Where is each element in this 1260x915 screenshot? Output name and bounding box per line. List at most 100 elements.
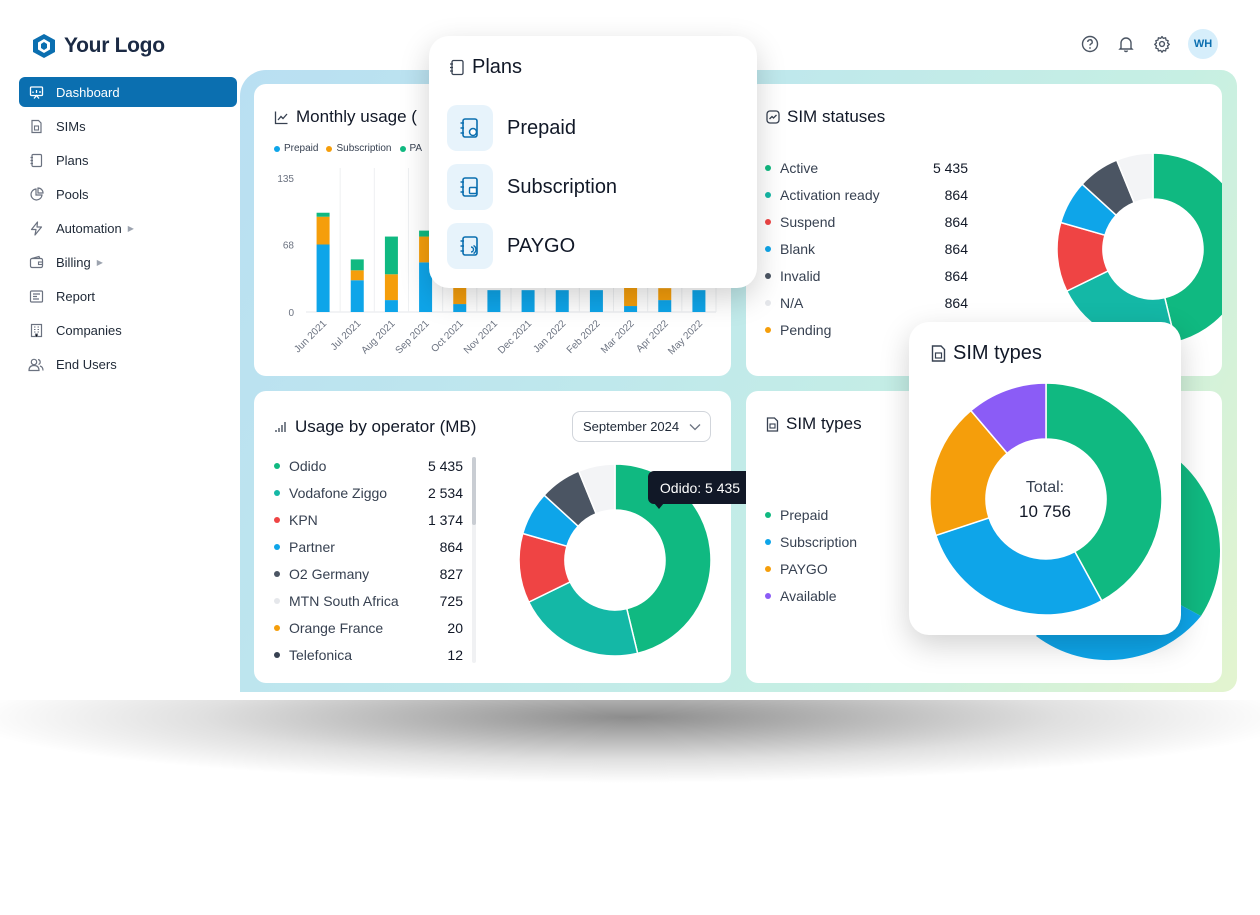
legend-item: Prepaid xyxy=(274,143,318,154)
legend-dot xyxy=(765,593,771,599)
legend-item: Blank xyxy=(765,241,815,257)
x-tick-label: May 2022 xyxy=(666,318,705,357)
expand-caret-icon[interactable]: ▶ xyxy=(127,223,134,233)
x-tick-label: Oct 2021 xyxy=(429,318,466,355)
pie-icon xyxy=(28,186,44,202)
bar-prepaid[interactable] xyxy=(487,290,501,312)
donut-segment-active[interactable] xyxy=(1152,152,1222,344)
legend-item: Telefonica xyxy=(274,647,352,663)
bar-prepaid[interactable] xyxy=(624,306,638,312)
bar-pa[interactable] xyxy=(384,236,398,275)
sidebar-item-billing[interactable]: Billing ▶ xyxy=(19,247,237,277)
sidebar-item-plans[interactable]: Plans xyxy=(19,145,237,175)
legend-value: 725 xyxy=(439,593,463,609)
bar-subscription[interactable] xyxy=(453,286,467,305)
bar-prepaid[interactable] xyxy=(419,262,433,312)
bar-subscription[interactable] xyxy=(658,288,672,301)
bar-prepaid[interactable] xyxy=(589,290,603,312)
sim-icon xyxy=(931,345,946,362)
sidebar-item-automation[interactable]: Automation ▶ xyxy=(19,213,237,243)
x-tick-label: Jun 2021 xyxy=(292,318,329,355)
plan-item-prepaid[interactable]: Prepaid xyxy=(447,105,576,151)
legend-label: Orange France xyxy=(289,620,384,636)
status-chart-icon xyxy=(766,110,780,124)
x-tick-label: Nov 2021 xyxy=(462,318,500,356)
bar-prepaid[interactable] xyxy=(555,290,569,312)
legend-value: 864 xyxy=(944,295,968,311)
logo[interactable]: Your Logo xyxy=(32,33,165,59)
legend-dot xyxy=(274,517,280,523)
sidebar-item-report[interactable]: Report xyxy=(19,281,237,311)
bar-prepaid[interactable] xyxy=(658,300,672,312)
x-tick-label: Jul 2021 xyxy=(329,318,364,353)
bar-subscription[interactable] xyxy=(624,284,638,307)
chart-tooltip: Odido: 5 435 xyxy=(648,471,752,509)
prepaid-plan-icon xyxy=(447,105,493,151)
operator-list-scrollbar[interactable] xyxy=(472,457,476,663)
legend-dot xyxy=(765,165,771,171)
sidebar-item-label: Billing xyxy=(56,254,91,270)
legend-value: 864 xyxy=(439,539,463,555)
legend-label: N/A xyxy=(780,295,804,311)
sidebar-item-pools[interactable]: Pools xyxy=(19,179,237,209)
legend-item: Pending xyxy=(765,322,831,338)
bar-pa[interactable] xyxy=(419,230,433,237)
legend-label: Telefonica xyxy=(289,647,353,663)
sim-types-popup: SIM types Total: 10 756 xyxy=(909,322,1181,635)
legend-value: 864 xyxy=(944,187,968,203)
donut-segment-n-a[interactable] xyxy=(1115,152,1154,204)
bar-subscription[interactable] xyxy=(316,216,330,245)
chevron-down-icon xyxy=(689,423,701,430)
legend-item: Odido xyxy=(274,458,326,474)
legend-dot xyxy=(765,327,771,333)
bar-subscription[interactable] xyxy=(350,270,364,281)
signal-bars-icon xyxy=(275,422,286,432)
donut-segment-subscription[interactable] xyxy=(934,516,1103,616)
avatar[interactable]: WH xyxy=(1188,29,1218,59)
legend-item: Activation ready xyxy=(765,187,880,203)
subscription-plan-icon xyxy=(447,164,493,210)
period-select[interactable]: September 2024 xyxy=(572,411,711,442)
plans-icon xyxy=(450,59,464,76)
sidebar-item-sims[interactable]: SIMs xyxy=(19,111,237,141)
legend-dot xyxy=(765,219,771,225)
sidebar-item-label: Automation xyxy=(56,220,122,236)
sidebar-item-companies[interactable]: Companies xyxy=(19,315,237,345)
y-tick-label: 135 xyxy=(277,174,294,185)
drop-shadow xyxy=(0,700,1260,915)
plan-item-subscription[interactable]: Subscription xyxy=(447,164,617,210)
legend-value: 12 xyxy=(447,647,463,663)
sidebar-item-end-users[interactable]: End Users xyxy=(19,349,237,379)
bar-prepaid[interactable] xyxy=(350,280,364,312)
help-icon[interactable] xyxy=(1080,34,1100,54)
legend-value: 1 374 xyxy=(427,512,463,528)
bar-prepaid[interactable] xyxy=(384,300,398,312)
bar-prepaid[interactable] xyxy=(316,244,330,312)
bar-prepaid[interactable] xyxy=(521,290,535,312)
plan-item-paygo[interactable]: PAYGO xyxy=(447,223,575,269)
gear-icon[interactable] xyxy=(1152,34,1172,54)
logo-text: Your Logo xyxy=(64,34,165,57)
donut-segment-available[interactable] xyxy=(969,382,1047,455)
bar-subscription[interactable] xyxy=(419,236,433,263)
legend-label: Blank xyxy=(780,241,816,257)
donut-segment-prepaid[interactable] xyxy=(1045,382,1163,602)
bar-prepaid[interactable] xyxy=(453,304,467,312)
bar-subscription[interactable] xyxy=(384,274,398,301)
bar-prepaid[interactable] xyxy=(692,290,706,312)
legend-item: N/A xyxy=(765,295,803,311)
plans-icon xyxy=(28,152,44,168)
bar-pa[interactable] xyxy=(350,259,364,271)
sidebar-item-label: Companies xyxy=(56,322,122,338)
legend-label: KPN xyxy=(289,512,318,528)
scrollbar-thumb[interactable] xyxy=(472,457,476,525)
sidebar-item-dashboard[interactable]: Dashboard xyxy=(19,77,237,107)
x-tick-label: Sep 2021 xyxy=(394,318,432,356)
legend-value: 2 534 xyxy=(427,485,463,501)
usage-by-operator-title: Usage by operator (MB) xyxy=(274,417,476,437)
bell-icon[interactable] xyxy=(1116,34,1136,54)
expand-caret-icon[interactable]: ▶ xyxy=(96,257,103,267)
sim-icon xyxy=(28,118,44,134)
bar-pa[interactable] xyxy=(316,212,330,217)
